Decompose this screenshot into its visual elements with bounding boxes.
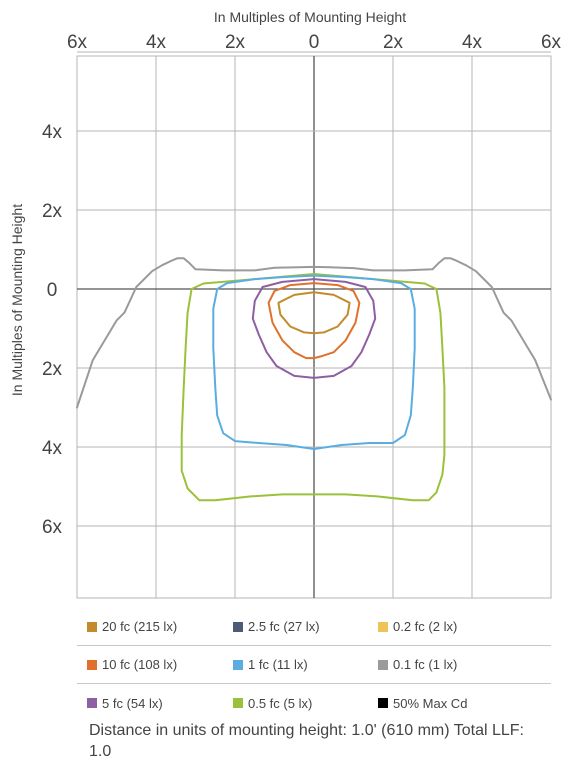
y-tick-label: 4x	[42, 438, 63, 459]
legend-swatch	[87, 698, 97, 708]
x-tick-label: 6x	[67, 32, 88, 53]
legend-label: 0.1 fc (1 lx)	[393, 657, 458, 672]
left-axis-label: In Multiples of Mounting Height	[9, 204, 25, 396]
legend-item: 5 fc (54 lx)	[77, 696, 233, 711]
contour-line	[267, 282, 361, 360]
legend-item: 0.2 fc (2 lx)	[378, 619, 548, 634]
legend-item: 0.1 fc (1 lx)	[378, 657, 548, 672]
legend-label: 5 fc (54 lx)	[102, 695, 163, 711]
y-tick-label: 2x	[42, 201, 63, 222]
contour-line	[277, 291, 351, 335]
contour-series	[76, 257, 552, 502]
legend-item: 20 fc (215 lx)	[77, 619, 233, 634]
contour-line	[212, 274, 416, 450]
x-tick-label: 0	[309, 32, 320, 53]
y-tick-label: 4x	[42, 122, 63, 143]
y-tick-label: 2x	[42, 359, 63, 380]
legend-swatch	[233, 698, 243, 708]
legend-item: 0.5 fc (5 lx)	[233, 696, 378, 711]
legend-row: 5 fc (54 lx) 0.5 fc (5 lx) 50% Max Cd	[77, 684, 551, 722]
grid	[76, 51, 552, 599]
legend-swatch	[233, 659, 243, 670]
legend-swatch	[378, 659, 388, 670]
contour-line	[251, 278, 377, 379]
x-tick-label: 2x	[383, 32, 404, 53]
legend-swatch	[87, 659, 97, 670]
legend-item: 2.5 fc (27 lx)	[233, 619, 378, 634]
legend-row: 10 fc (108 lx) 1 fc (11 lx) 0.1 fc (1 lx…	[77, 646, 551, 684]
x-tick-label: 2x	[225, 32, 246, 53]
legend-swatch	[378, 698, 388, 708]
contour-line	[180, 273, 446, 502]
isofootcandle-chart: In Multiples of Mounting Height 6x 4x 2x 0 2…	[9, 9, 562, 599]
legend-swatch	[378, 621, 388, 632]
x-tick-label: 6x	[541, 32, 562, 53]
legend-label: 10 fc (108 lx)	[102, 657, 178, 672]
legend: 20 fc (215 lx) 2.5 fc (27 lx) 0.2 fc (2 …	[77, 608, 551, 722]
legend-label: 0.5 fc (5 lx)	[248, 695, 313, 711]
x-tick-label: 4x	[462, 32, 483, 53]
top-axis-label: In Multiples of Mounting Height	[214, 9, 406, 25]
legend-label: 0.2 fc (2 lx)	[393, 619, 458, 634]
legend-label: 1 fc (11 lx)	[248, 657, 308, 672]
x-tick-label: 4x	[146, 32, 167, 53]
footnote: Distance in units of mounting height: 1.…	[89, 722, 524, 760]
legend-label: 20 fc (215 lx)	[102, 619, 178, 634]
legend-row: 20 fc (215 lx) 2.5 fc (27 lx) 0.2 fc (2 …	[77, 608, 551, 646]
contour-line	[76, 257, 552, 409]
y-tick-label: 6x	[42, 517, 63, 538]
y-tick-label: 0	[47, 280, 58, 301]
legend-item: 1 fc (11 lx)	[233, 657, 378, 672]
tick-labels: 6x 4x 2x 0 2x 4x 6x 4x 2x 0 2x 4x 6x	[42, 32, 562, 538]
legend-label: 2.5 fc (27 lx)	[248, 619, 320, 634]
legend-swatch	[233, 621, 243, 632]
legend-label: 50% Max Cd	[393, 695, 468, 711]
legend-item: 10 fc (108 lx)	[77, 657, 233, 672]
legend-item: 50% Max Cd	[378, 696, 548, 711]
legend-swatch	[87, 621, 97, 632]
